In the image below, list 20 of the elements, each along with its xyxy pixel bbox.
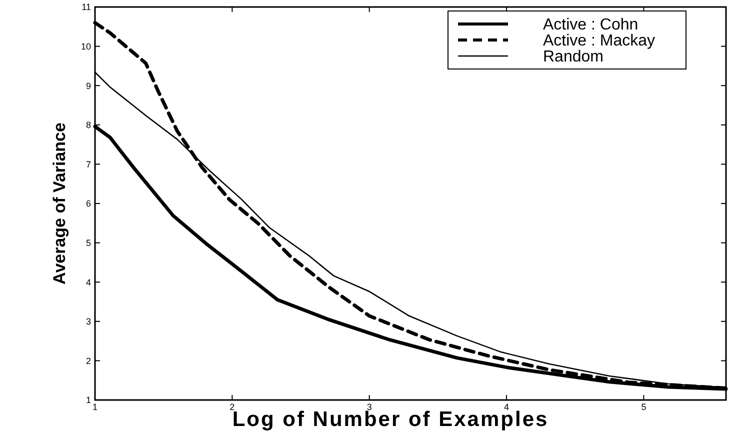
y-tick-label: 4 [86,277,91,288]
y-tick-label: 3 [86,316,91,327]
legend-label: Active : Cohn [543,16,638,34]
legend-label: Active : Mackay [543,32,656,50]
x-tick-label: 2 [230,402,235,412]
y-tick-label: 7 [86,159,91,170]
y-tick-label: 10 [80,41,91,52]
y-tick-label: 11 [82,2,91,12]
y-tick-label: 5 [86,238,91,248]
y-tick-label: 1 [86,395,91,406]
x-tick-label: 1 [92,402,98,412]
legend-label: Random [543,48,604,66]
x-tick-label: 4 [504,402,510,412]
y-axis-title: Average of Variance [50,122,69,284]
y-tick-label: 2 [86,356,91,366]
y-tick-label: 9 [86,80,91,91]
y-tick-label: 8 [86,120,91,130]
x-tick-label: 5 [641,402,646,412]
x-tick-label: 3 [366,402,372,412]
y-tick-label: 6 [86,198,91,209]
